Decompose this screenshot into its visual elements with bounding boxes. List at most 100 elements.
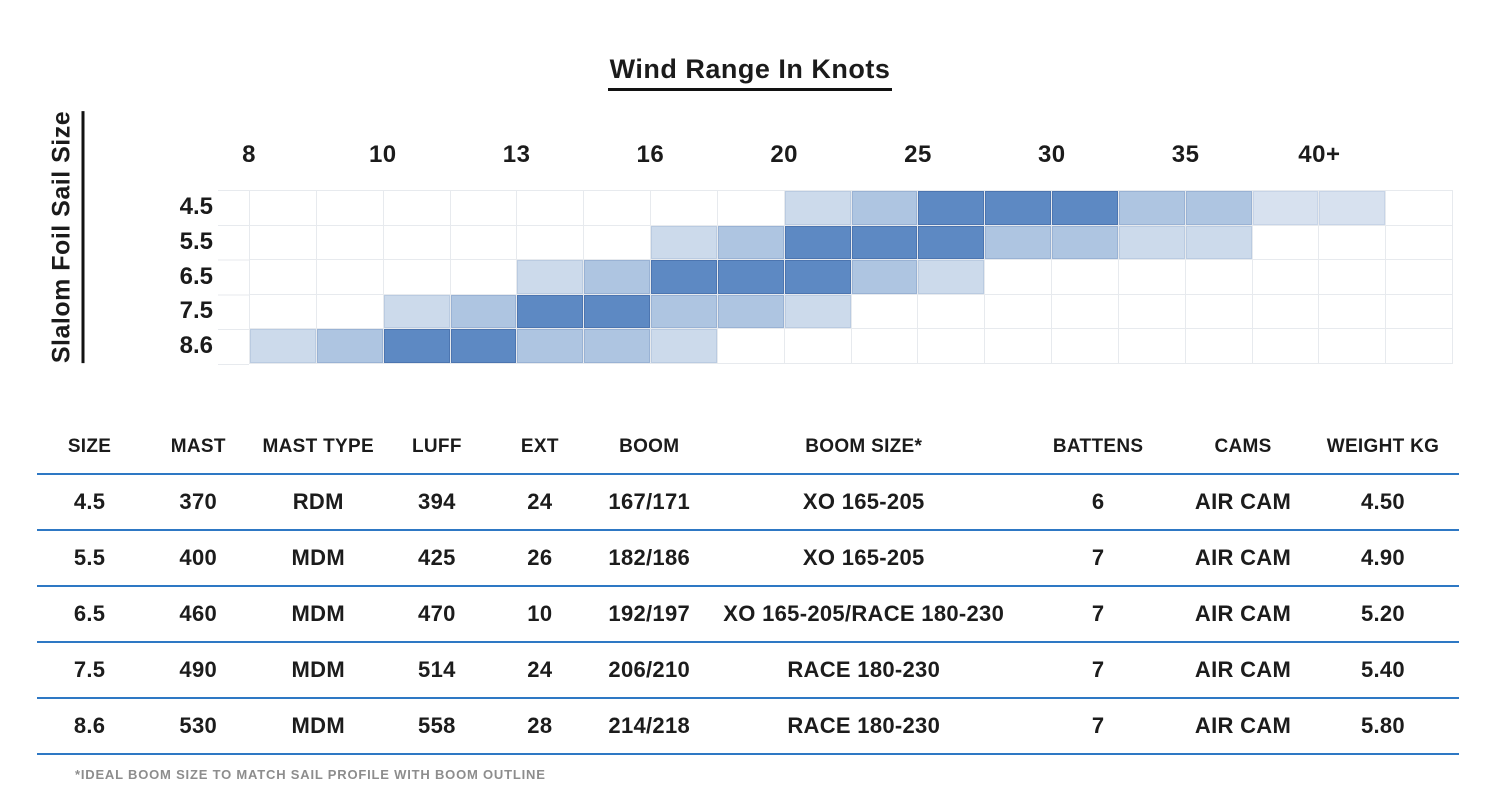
heatmap-cell: [1052, 191, 1119, 226]
y-row-label: 4.5: [179, 193, 213, 220]
heatmap-grid: [249, 190, 1453, 364]
heatmap-cell: [584, 225, 651, 261]
heatmap-cell: [784, 260, 852, 295]
spec-table-body: 4.5 370 RDM 394 24 167/171 XO 165-205 6 AIR CAM 4…: [37, 474, 1459, 754]
heatmap-cell: [717, 225, 785, 261]
spec-table-cell: 4.90: [1360, 545, 1405, 570]
heatmap-cell: [584, 294, 651, 330]
heatmap-cell: [1386, 260, 1453, 295]
heatmap-cell: [450, 260, 518, 295]
heatmap-cell: [1052, 260, 1119, 295]
heatmap-cell: [250, 294, 317, 330]
heatmap-cell: [383, 294, 451, 330]
sail-spec-table: SIZE MAST MAST TYPE LUFF EXT BOOM BOOM SIZE* BA…: [37, 420, 1459, 755]
heatmap-cell: [316, 294, 384, 330]
y-row-label: 6.5: [179, 262, 213, 290]
spec-table-cell: 514: [418, 657, 456, 682]
spec-table-row: 7.5 490 MDM 514 24 206/210 RACE 180-230 7 AIR CA…: [37, 642, 1459, 698]
heatmap-cell: [450, 191, 518, 226]
spec-table-cell: 4.5: [73, 489, 106, 514]
spec-table-cell: 5.5: [73, 545, 106, 570]
heatmap-cell: [918, 294, 986, 330]
heatmap-cell: [1052, 329, 1119, 364]
heatmap-cell: [918, 191, 986, 226]
x-tick-label: 40+: [1298, 141, 1341, 168]
heatmap-cell: [450, 329, 518, 364]
heatmap-cell: [784, 329, 852, 364]
spec-table-cell: 7: [1091, 601, 1105, 626]
spec-column-header: BOOM SIZE*: [805, 435, 923, 457]
heatmap-cell: [383, 260, 451, 295]
spec-table-cell: 7: [1091, 713, 1105, 738]
x-tick-label: 25: [904, 141, 932, 168]
footnote: *IDEAL BOOM SIZE TO MATCH SAIL PROFILE W…: [75, 767, 546, 782]
heatmap-cell: [383, 225, 451, 261]
spec-column-header: LUFF: [411, 435, 462, 457]
spec-table-cell: AIR CAM: [1194, 545, 1292, 570]
spec-column-header: BOOM: [619, 435, 680, 457]
heatmap-cell: [851, 260, 919, 295]
heatmap-cell: [250, 260, 317, 295]
heatmap-cell: [717, 260, 785, 295]
spec-column-header: SIZE: [67, 435, 112, 457]
heatmap-cell: [985, 294, 1052, 330]
spec-column-header: BATTENS: [1052, 435, 1144, 457]
spec-table-cell: 24: [527, 489, 553, 514]
heatmap-cell: [985, 191, 1052, 226]
heatmap-cell: [316, 260, 384, 295]
spec-table-cell: 6: [1091, 489, 1105, 514]
x-tick-label: 16: [636, 141, 665, 168]
heatmap-cell: [851, 225, 919, 261]
spec-table-cell: AIR CAM: [1194, 657, 1292, 682]
heatmap-cell: [1118, 294, 1186, 330]
x-tick-label: 20: [770, 141, 799, 168]
y-row-label: 7.5: [179, 297, 213, 325]
heatmap-cell: [450, 225, 518, 261]
spec-table-cell: 490: [179, 657, 218, 682]
heatmap-cell: [316, 329, 384, 364]
heatmap-cell: [651, 191, 718, 226]
spec-table-cell: MDM: [291, 657, 345, 682]
spec-column-header: MAST: [170, 435, 226, 457]
spec-table-row: 8.6 530 MDM 558 28 214/218 RACE 180-230 7 AIR CA…: [37, 698, 1459, 754]
heatmap-cell: [1118, 260, 1186, 295]
x-tick-label: 35: [1171, 141, 1200, 168]
heatmap-cell: [450, 294, 518, 330]
heatmap-cell: [1319, 225, 1387, 261]
spec-table-row: 4.5 370 RDM 394 24 167/171 XO 165-205 6 AIR CAM 4…: [37, 474, 1459, 530]
spec-table-cell: 5.40: [1360, 657, 1405, 682]
heatmap-cell: [717, 191, 785, 226]
spec-table-cell: 558: [418, 713, 456, 738]
heatmap-cell: [985, 260, 1052, 295]
heatmap-cell: [250, 329, 317, 364]
heatmap-cell: [1252, 260, 1320, 295]
spec-column-header: WEIGHT KG: [1326, 435, 1440, 457]
heatmap-cell: [383, 329, 451, 364]
heatmap-cell: [517, 329, 585, 364]
spec-table-cell: 460: [179, 601, 218, 626]
spec-table-cell: 7.5: [73, 657, 106, 682]
spec-table-cell: 7: [1091, 545, 1105, 570]
heatmap-cell: [1052, 225, 1119, 261]
spec-table-cell: 370: [179, 489, 218, 514]
heatmap-cell: [918, 329, 986, 364]
spec-table-cell: RDM: [292, 489, 344, 514]
heatmap-cell: [250, 225, 317, 261]
heatmap-cell: [1319, 294, 1387, 330]
heatmap-cell: [316, 191, 384, 226]
spec-table-cell: 6.5: [73, 601, 106, 626]
heatmap-cell: [784, 225, 852, 261]
heatmap-cell: [918, 260, 986, 295]
spec-table-cell: 24: [527, 657, 553, 682]
spec-table-cell: AIR CAM: [1194, 489, 1292, 514]
spec-column-header: CAMS: [1214, 435, 1272, 457]
spec-table-cell: 5.80: [1360, 713, 1405, 738]
heatmap-cell: [1252, 294, 1320, 330]
spec-table-cell: RACE 180-230: [787, 713, 941, 738]
heatmap-cell: [517, 260, 585, 295]
x-tick-label: 10: [368, 141, 397, 168]
heatmap-cell: [1319, 329, 1387, 364]
heatmap-cell: [517, 191, 585, 226]
x-tick-label: 30: [1037, 141, 1066, 168]
heatmap-cell: [851, 191, 919, 226]
